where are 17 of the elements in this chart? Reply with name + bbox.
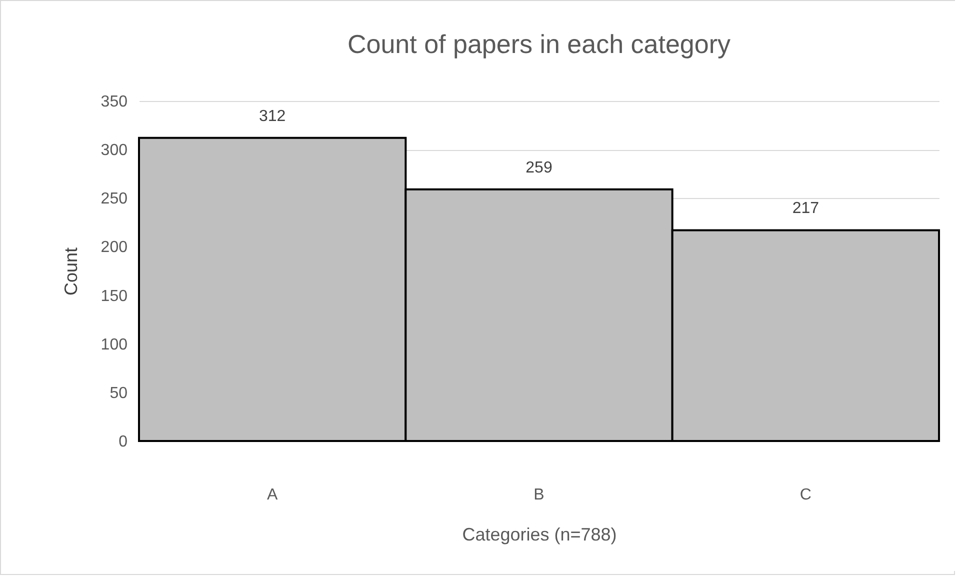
y-tick-label: 350 bbox=[100, 94, 128, 110]
y-tick-label: 200 bbox=[100, 239, 128, 256]
y-tick-label: 50 bbox=[110, 384, 128, 402]
y-tick-label: 250 bbox=[100, 190, 128, 208]
y-tick-label: 0 bbox=[118, 434, 128, 450]
data-label: 259 bbox=[526, 159, 552, 176]
data-label: 312 bbox=[258, 108, 286, 125]
chart-title: Count of papers in each category bbox=[347, 29, 731, 59]
y-tick-label: 100 bbox=[100, 336, 128, 354]
y-tick-label: 300 bbox=[100, 142, 128, 160]
x-tick-label: A bbox=[266, 486, 278, 504]
x-tick-label: C bbox=[800, 486, 812, 504]
y-tick-label: 150 bbox=[100, 288, 128, 305]
x-tick-label: B bbox=[534, 486, 544, 504]
data-label: 217 bbox=[792, 200, 820, 218]
x-axis-title: Categories (n=788) bbox=[462, 524, 617, 544]
y-axis-title: Count bbox=[60, 247, 81, 296]
